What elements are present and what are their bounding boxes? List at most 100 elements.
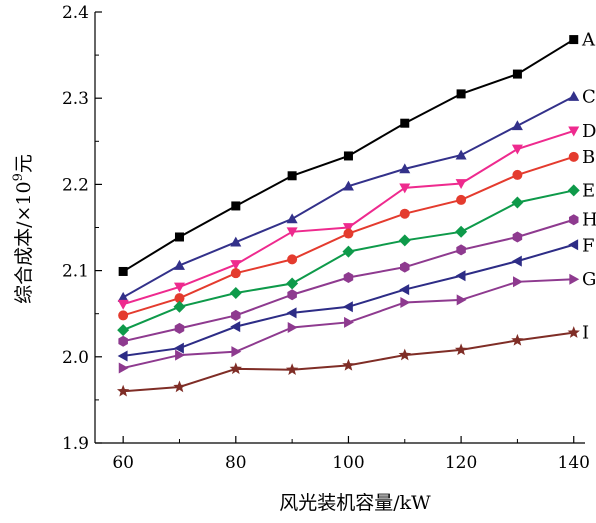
data-point-H — [174, 322, 185, 334]
data-point-A — [118, 266, 128, 276]
data-point-A — [400, 118, 410, 128]
series-C — [117, 90, 580, 302]
series-G — [118, 273, 580, 374]
data-point-B — [230, 268, 241, 279]
data-point-F — [230, 321, 241, 333]
data-point-D — [117, 299, 129, 310]
data-point-A — [569, 35, 579, 45]
data-point-H — [400, 261, 410, 273]
data-point-H — [512, 231, 523, 243]
data-point-F — [399, 284, 410, 296]
data-point-C — [399, 163, 411, 174]
axes: 1.9 2.0 2.1 2.2 2.3 2.4 60 80 100 120 140 — [62, 3, 590, 473]
data-point-F — [511, 255, 522, 267]
series-label-H: H — [582, 210, 596, 231]
series-label-D: D — [582, 121, 596, 142]
data-point-G — [287, 321, 298, 333]
data-point-H — [343, 271, 354, 283]
data-point-I — [398, 348, 411, 361]
data-point-D — [286, 227, 298, 238]
data-point-I — [511, 333, 524, 346]
x-tick-label: 80 — [225, 453, 247, 473]
x-tick-label: 120 — [445, 453, 477, 473]
data-point-F — [117, 350, 128, 362]
x-tick-label: 140 — [558, 453, 590, 473]
data-point-I — [116, 384, 130, 397]
data-point-H — [456, 244, 466, 256]
data-point-D — [455, 179, 467, 190]
data-point-G — [118, 362, 129, 374]
y-tick-label: 2.0 — [62, 348, 89, 368]
data-point-B — [287, 254, 298, 265]
data-point-C — [511, 120, 523, 131]
data-point-F — [173, 342, 184, 354]
data-point-E — [511, 196, 524, 209]
data-point-C — [173, 259, 185, 270]
data-point-F — [455, 270, 466, 282]
y-tick-label: 2.2 — [62, 175, 89, 195]
series-I — [116, 326, 580, 397]
data-point-D — [173, 282, 185, 293]
data-point-C — [230, 236, 242, 247]
data-point-B — [456, 194, 467, 205]
data-point-A — [174, 232, 184, 242]
data-point-E — [455, 225, 468, 238]
data-point-A — [287, 171, 297, 181]
series-label-B: B — [582, 147, 595, 168]
data-point-H — [568, 214, 579, 226]
data-point-D — [399, 183, 411, 194]
series-label-F: F — [582, 236, 595, 257]
series-F — [117, 239, 579, 362]
data-point-B — [118, 310, 129, 321]
data-point-I — [342, 358, 355, 371]
data-point-G — [569, 273, 580, 285]
series-B — [118, 151, 579, 321]
data-point-I — [454, 343, 468, 356]
x-tick-label: 100 — [332, 453, 364, 473]
data-point-E — [342, 245, 355, 258]
data-point-B — [343, 228, 354, 239]
x-tick-label: 60 — [112, 453, 134, 473]
data-point-I — [285, 363, 299, 375]
data-point-D — [342, 223, 354, 233]
data-point-G — [456, 294, 467, 306]
data-point-C — [568, 90, 580, 101]
series-label-I: I — [582, 323, 589, 344]
series-label-A: A — [581, 30, 596, 51]
series-line-C — [122, 95, 575, 299]
y-axis-title: 综合成本/×109元 — [11, 154, 35, 304]
y-tick-label: 2.3 — [62, 89, 89, 109]
data-point-I — [567, 326, 580, 338]
data-point-F — [342, 301, 353, 313]
series-A — [118, 35, 579, 276]
data-point-B — [512, 169, 523, 180]
series-label-G: G — [582, 269, 596, 290]
data-point-G — [231, 346, 242, 358]
data-point-B — [399, 208, 410, 219]
data-point-H — [231, 309, 241, 321]
data-point-G — [513, 276, 523, 288]
data-point-E — [229, 287, 242, 300]
data-point-H — [287, 289, 297, 301]
data-point-B — [174, 293, 185, 304]
data-point-G — [400, 296, 411, 308]
y-tick-label: 1.9 — [62, 434, 89, 454]
data-point-I — [173, 380, 186, 393]
data-point-B — [568, 151, 579, 162]
data-point-D — [230, 260, 242, 271]
data-point-E — [567, 184, 580, 197]
data-point-G — [344, 316, 354, 328]
data-point-E — [173, 300, 186, 313]
data-point-D — [511, 144, 523, 155]
series-E — [117, 184, 580, 337]
data-point-F — [286, 307, 297, 319]
data-point-C — [117, 291, 129, 302]
series-H — [118, 214, 579, 347]
series-label-E: E — [582, 180, 595, 201]
data-point-A — [512, 69, 522, 79]
y-tick-label: 2.1 — [62, 262, 89, 282]
series-group — [116, 35, 580, 397]
